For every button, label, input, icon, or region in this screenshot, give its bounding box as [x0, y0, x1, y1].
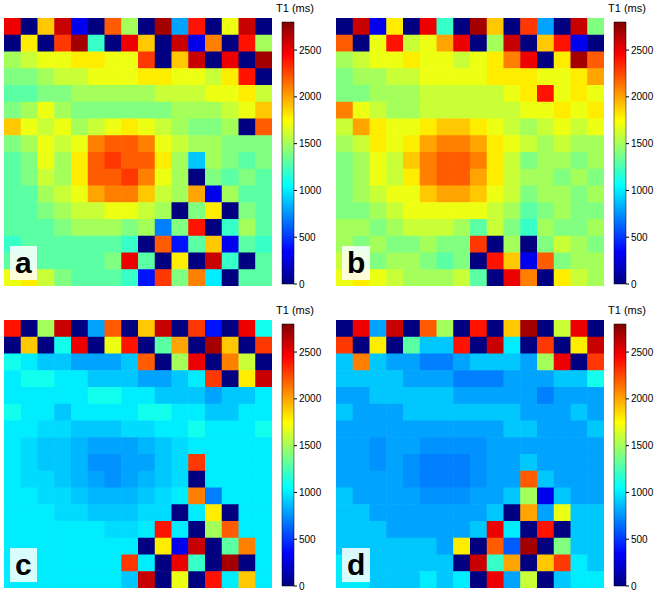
html-text:c: c — [15, 548, 32, 581]
svg-text:500: 500 — [631, 534, 648, 545]
svg-text:2500: 2500 — [299, 347, 322, 358]
svg-text:1500: 1500 — [631, 138, 654, 149]
svg-text:500: 500 — [299, 232, 316, 243]
svg-text:500: 500 — [299, 534, 316, 545]
svg-text:2500: 2500 — [631, 347, 654, 358]
svg-text:0: 0 — [631, 581, 637, 592]
svg-text:2500: 2500 — [631, 45, 654, 56]
svg-text:1000: 1000 — [299, 185, 322, 196]
svg-text:2000: 2000 — [631, 91, 654, 102]
svg-text:2000: 2000 — [631, 393, 654, 404]
html-text:b: b — [347, 246, 366, 279]
svg-text:0: 0 — [299, 279, 305, 290]
svg-text:1000: 1000 — [631, 185, 654, 196]
svg-text:2000: 2000 — [299, 91, 322, 102]
svg-text:500: 500 — [631, 232, 648, 243]
svg-text:1000: 1000 — [299, 487, 322, 498]
html-text:d: d — [347, 548, 366, 581]
html-text:T1 (ms): T1 (ms) — [608, 304, 646, 316]
html-text:T1 (ms): T1 (ms) — [276, 2, 314, 14]
svg-text:0: 0 — [299, 581, 305, 592]
svg-text:1500: 1500 — [631, 440, 654, 451]
html-text:T1 (ms): T1 (ms) — [608, 2, 646, 14]
svg-text:0: 0 — [631, 279, 637, 290]
html-text:a: a — [15, 246, 32, 279]
svg-text:2000: 2000 — [299, 393, 322, 404]
html-text:T1 (ms): T1 (ms) — [276, 304, 314, 316]
svg-text:1000: 1000 — [631, 487, 654, 498]
svg-text:2500: 2500 — [299, 45, 322, 56]
svg-text:1500: 1500 — [299, 440, 322, 451]
svg-text:1500: 1500 — [299, 138, 322, 149]
